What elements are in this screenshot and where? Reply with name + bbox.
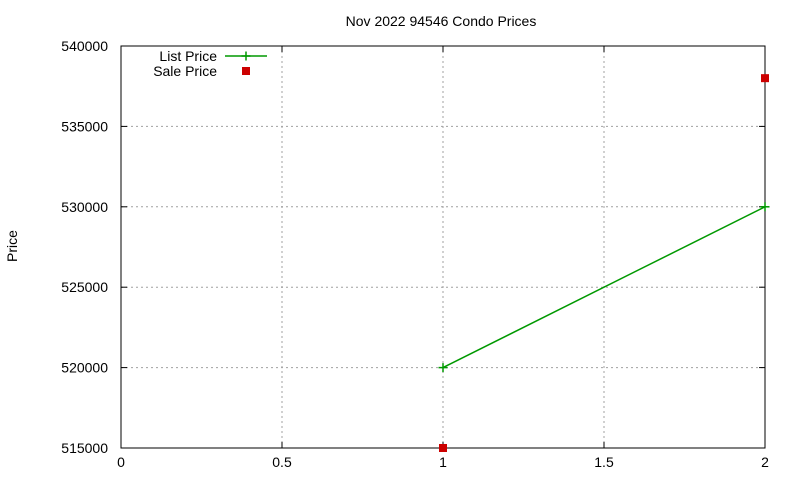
legend-label-sale-price: Sale Price bbox=[153, 63, 217, 79]
sale-price-point bbox=[439, 444, 447, 452]
legend-label-list-price: List Price bbox=[159, 48, 217, 64]
y-axis-ticks: 515000 520000 525000 530000 535000 540000 bbox=[61, 38, 765, 456]
x-axis-ticks: 0 0.5 1 1.5 2 bbox=[117, 46, 769, 470]
x-tick-label: 1.5 bbox=[594, 454, 614, 470]
chart-title: Nov 2022 94546 Condo Prices bbox=[346, 13, 537, 29]
list-price-line bbox=[442, 206, 766, 369]
grid bbox=[121, 46, 765, 448]
x-tick-label: 0 bbox=[117, 454, 125, 470]
list-price-point bbox=[438, 363, 448, 373]
y-tick-label: 540000 bbox=[61, 38, 108, 54]
series-layer bbox=[438, 74, 770, 452]
y-tick-label: 515000 bbox=[61, 440, 108, 456]
y-tick-label: 520000 bbox=[61, 360, 108, 376]
sale-price-point bbox=[761, 74, 769, 83]
y-tick-label: 535000 bbox=[61, 118, 108, 134]
x-tick-label: 0.5 bbox=[272, 454, 292, 470]
legend-marker-list-price bbox=[241, 51, 251, 61]
y-tick-label: 530000 bbox=[61, 199, 108, 215]
x-tick-label: 1 bbox=[439, 454, 447, 470]
y-axis-label: Price bbox=[4, 230, 20, 262]
y-tick-label: 525000 bbox=[61, 279, 108, 295]
list-price-point bbox=[760, 202, 770, 212]
x-tick-label: 2 bbox=[761, 454, 769, 470]
legend-marker-sale-price bbox=[242, 67, 250, 75]
